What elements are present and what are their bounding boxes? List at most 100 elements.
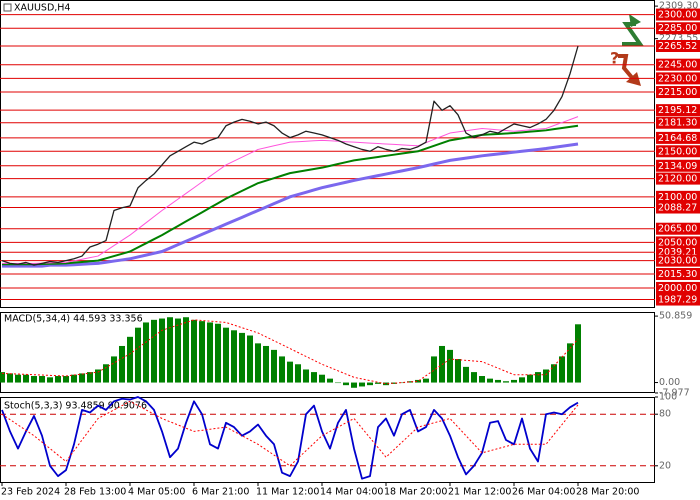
level-box	[656, 22, 700, 35]
level-label: 2215.00	[658, 87, 697, 98]
histogram-bar	[295, 364, 301, 383]
down-arrow-head	[626, 72, 641, 86]
x-tick-label: 4 Mar 05:00	[128, 487, 185, 498]
histogram-bar	[263, 345, 269, 383]
level-label: 2181.30	[658, 118, 697, 129]
histogram-bar	[559, 356, 565, 383]
level-box	[656, 39, 700, 52]
histogram-bar	[551, 364, 557, 383]
level-label: 2120.00	[658, 174, 697, 185]
level-box	[656, 104, 700, 117]
level-box	[656, 86, 700, 99]
histogram-bar	[7, 373, 13, 383]
histogram-bar	[191, 319, 197, 383]
x-tick-label: 11 Mar 12:00	[256, 487, 319, 498]
histogram-bar	[15, 374, 21, 383]
histogram-bar	[95, 369, 101, 383]
level-label: 2088.27	[658, 203, 697, 214]
level-box	[656, 236, 700, 249]
series-line	[1, 396, 579, 480]
x-tick-label: 6 Mar 21:00	[192, 487, 249, 498]
histogram-bar	[423, 378, 429, 383]
down-arrow	[618, 54, 636, 82]
histogram-bar	[135, 327, 141, 383]
y-tick-label: 100	[659, 392, 677, 403]
histogram-bar	[431, 356, 437, 383]
histogram-bar	[327, 378, 333, 383]
histogram-bar	[351, 382, 357, 388]
histogram-bar	[247, 335, 253, 383]
histogram-bar	[207, 322, 213, 383]
histogram-bar	[31, 376, 37, 383]
panel-title: Stoch(5,3,3) 93.4859 90.9076	[4, 401, 147, 412]
level-label: 2265.52	[658, 41, 697, 52]
y-tick-label: -7.977	[659, 387, 690, 398]
level-label: 2015.30	[658, 269, 697, 280]
level-label: 2150.00	[658, 146, 697, 157]
histogram-bar	[231, 330, 237, 383]
series-line	[2, 142, 579, 268]
panel-frame	[0, 397, 655, 483]
histogram-bar	[183, 317, 189, 383]
histogram-bar	[167, 317, 173, 383]
histogram-bar	[367, 382, 373, 386]
level-label: 2050.00	[658, 237, 697, 248]
histogram-bar	[447, 349, 453, 383]
level-label: 2100.00	[658, 192, 697, 203]
x-tick-label: 14 Mar 04:00	[320, 487, 383, 498]
level-box	[656, 201, 700, 214]
histogram-bar	[223, 327, 229, 383]
level-box	[656, 72, 700, 85]
signal-arrows	[618, 14, 644, 86]
histogram-bar	[199, 321, 205, 383]
histogram-bar	[287, 361, 293, 383]
series-line	[1, 319, 579, 385]
histogram-bar	[55, 376, 61, 383]
histogram-bar	[271, 349, 277, 383]
histogram-bar	[175, 318, 181, 383]
level-label: 2195.12	[658, 105, 697, 116]
x-tick-label: 26 Mar 04:00	[512, 487, 575, 498]
level-label: 2039.21	[658, 247, 697, 258]
histogram-bar	[87, 372, 93, 383]
level-label: 2000.00	[658, 283, 697, 294]
x-tick-label: 28 Feb 13:00	[64, 487, 126, 498]
level-box	[656, 254, 700, 267]
histogram-bar	[159, 318, 165, 383]
x-tick-label: 18 Mar 20:00	[384, 487, 447, 498]
histogram-bar	[0, 372, 5, 383]
level-label: 2164.68	[658, 133, 697, 144]
level-box	[656, 131, 700, 144]
histogram-bar	[471, 372, 477, 383]
histogram-bar	[39, 376, 45, 383]
level-label: 1987.29	[658, 295, 697, 306]
series-line	[1, 45, 579, 266]
x-tick-label: 21 Mar 12:00	[448, 487, 511, 498]
level-box	[656, 222, 700, 235]
histogram-bar	[239, 332, 245, 383]
panel-frame	[0, 0, 655, 308]
histogram-bar	[503, 381, 509, 383]
histogram-bar	[119, 345, 125, 383]
histogram-bar	[111, 356, 117, 383]
panel-frame	[0, 312, 655, 393]
histogram-bar	[359, 382, 365, 387]
level-box	[656, 293, 700, 306]
level-box	[656, 145, 700, 158]
histogram-bar	[543, 369, 549, 383]
series-line	[2, 116, 579, 264]
symbol-icon	[3, 3, 12, 12]
y-tick-label: 2273.55	[659, 33, 698, 44]
histogram-bar	[455, 359, 461, 383]
histogram-bar	[143, 322, 149, 383]
level-label: 2285.00	[658, 23, 697, 34]
histogram-bar	[303, 369, 309, 383]
level-box	[656, 190, 700, 203]
x-tick-label: 28 Mar 20:00	[576, 487, 639, 498]
histogram-bar	[575, 324, 581, 383]
histogram-bar	[567, 343, 573, 383]
histogram-bar	[463, 366, 469, 383]
histogram-bar	[343, 382, 349, 386]
histogram-bar	[479, 376, 485, 383]
level-label: 2030.00	[658, 256, 697, 267]
